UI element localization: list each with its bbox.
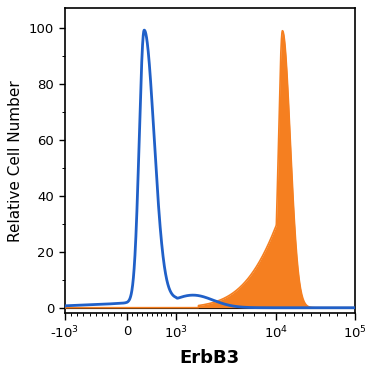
X-axis label: ErbB3: ErbB3 — [180, 349, 240, 367]
Y-axis label: Relative Cell Number: Relative Cell Number — [8, 80, 23, 242]
